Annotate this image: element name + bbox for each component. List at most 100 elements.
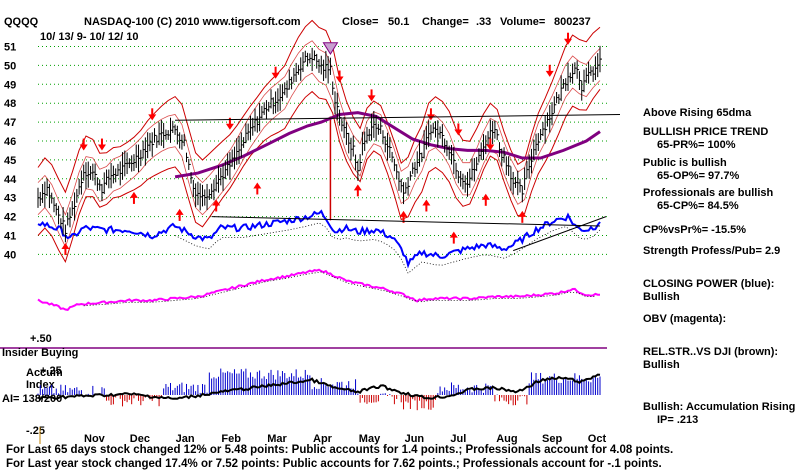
trend-text: BULLISH PRICE TREND xyxy=(643,126,769,138)
gridlines xyxy=(38,46,607,255)
relstr-title: REL.STR..VS DJI (brown): xyxy=(643,346,779,358)
month-label: Nov xyxy=(84,433,106,445)
buy-arrow-head xyxy=(449,231,458,238)
month-label: Dec xyxy=(130,433,150,445)
pros-text: Professionals are bullish xyxy=(643,187,774,199)
cpvspr-text: CP%vsPr%= -15.5% xyxy=(643,224,747,236)
y-tick-label: 41 xyxy=(4,231,16,243)
relstr-path xyxy=(37,373,601,401)
obv-path xyxy=(37,268,600,311)
buy-arrow-head xyxy=(129,191,138,198)
pr-value: 65-PR%= 100% xyxy=(657,139,736,151)
cp-value: 65-CP%= 84.5% xyxy=(657,200,739,212)
sell-arrow-head xyxy=(564,38,573,45)
y-tick-label: 46 xyxy=(4,136,16,148)
y-tick-label: 45 xyxy=(4,155,16,167)
relative-strength-line xyxy=(37,373,601,401)
plus50-label: +.50 xyxy=(30,333,52,345)
month-label: Sep xyxy=(542,433,562,445)
close-value: 50.1 xyxy=(388,16,409,28)
sell-arrow-head xyxy=(148,114,157,121)
closing-power-line xyxy=(37,209,601,274)
price-bars xyxy=(37,45,602,243)
sell-arrow-head xyxy=(454,129,463,136)
y-tick-label: 43 xyxy=(4,193,16,205)
cpvspr-block: CP%vsPr%= -15.5% xyxy=(643,224,746,237)
buy-arrow-head xyxy=(175,208,184,215)
plus25-label: +.25 xyxy=(40,365,62,377)
resistance-line xyxy=(175,114,621,121)
strength-block: Strength Profess/Pub= 2.9 xyxy=(643,245,780,258)
accum-title: Bullish: Accumulation Rising xyxy=(643,401,796,413)
accum-label: Accum xyxy=(26,367,63,379)
relstr-block: REL.STR..VS DJI (brown): Bullish xyxy=(643,346,778,372)
strength-text: Strength Profess/Pub= 2.9 xyxy=(643,245,781,257)
uptrend-line xyxy=(513,216,607,252)
month-label: May xyxy=(359,433,381,445)
support-line xyxy=(211,216,601,227)
insider-buying-label: Insider Buying xyxy=(2,347,78,359)
sell-arrow-head xyxy=(335,76,344,83)
change-label: Change= xyxy=(422,16,469,28)
minus25-label: -.25 xyxy=(26,425,45,437)
trend-block: BULLISH PRICE TREND 65-PR%= 100% xyxy=(643,126,768,152)
footer-line-2: For Last year stock changed 17.4% or 7.5… xyxy=(6,458,662,470)
buy-arrow-head xyxy=(518,210,527,217)
month-label: Jan xyxy=(176,433,195,445)
public-block: Public is bullish 65-OP%= 97.7% xyxy=(643,157,739,183)
y-tick-label: 49 xyxy=(4,79,16,91)
ai-label: AI= 138/200 xyxy=(2,393,62,405)
ma65-path xyxy=(174,111,601,179)
signal-arrows xyxy=(61,32,573,255)
indicator-panel: Above Rising 65dma xyxy=(643,107,751,120)
y-tick-label: 47 xyxy=(4,117,16,129)
sell-arrow-head xyxy=(79,144,88,151)
buy-arrow-head xyxy=(353,184,362,191)
ma65-line xyxy=(174,111,601,179)
volume-label: Volume= xyxy=(500,16,545,28)
month-label: Jun xyxy=(405,433,425,445)
lower-inner-band xyxy=(37,72,601,248)
sell-arrow-head xyxy=(97,144,106,151)
obv-block: OBV (magenta): xyxy=(643,313,726,326)
pros-block: Professionals are bullish 65-CP%= 84.5% xyxy=(643,187,773,213)
closing-power-title: CLOSING POWER (blue): xyxy=(643,278,775,290)
public-text: Public is bullish xyxy=(643,157,727,169)
closing-power-path xyxy=(37,209,601,269)
sell-arrow-head xyxy=(271,72,280,79)
month-label: Jul xyxy=(450,433,466,445)
month-label: Apr xyxy=(313,433,333,445)
change-value: .33 xyxy=(476,16,491,28)
y-tick-label: 44 xyxy=(4,174,17,186)
symbol: QQQQ xyxy=(4,16,39,28)
relstr-value: Bullish xyxy=(643,359,680,371)
sell-arrow-head xyxy=(486,144,495,151)
upper-band xyxy=(37,19,601,194)
y-tick-label: 42 xyxy=(4,212,16,224)
upper-inner-band xyxy=(37,40,601,216)
y-tick-label: 48 xyxy=(4,98,16,110)
volume-value: 800237 xyxy=(554,16,591,28)
ip-value: IP= .213 xyxy=(657,414,699,426)
above-ma: Above Rising 65dma xyxy=(643,107,752,119)
op-value: 65-OP%= 97.7% xyxy=(657,170,740,182)
buy-arrow-head xyxy=(481,193,490,200)
month-label: Oct xyxy=(588,433,607,445)
obv-line xyxy=(37,268,600,311)
sell-arrow-head xyxy=(367,95,376,102)
close-label: Close= xyxy=(342,16,378,28)
buy-arrow-head xyxy=(61,242,70,249)
buy-arrow-head xyxy=(212,199,221,206)
obv-text: OBV (magenta): xyxy=(643,313,727,325)
y-tick-label: 51 xyxy=(4,42,16,54)
buy-arrow-head xyxy=(253,182,262,189)
chart-title: NASDAQ-100 (C) 2010 www.tigersoft.com xyxy=(84,16,301,28)
closing-power-value: Bullish xyxy=(643,291,680,303)
sell-arrow-head xyxy=(545,70,554,77)
sell-arrow-head xyxy=(225,123,234,130)
trading-bands xyxy=(37,19,601,264)
y-axis-labels: 51 50 49 48 47 46 45 44 43 42 41 40 xyxy=(4,42,17,262)
trend-lines xyxy=(175,114,621,252)
index-label: Index xyxy=(26,379,56,391)
month-label: Aug xyxy=(496,433,517,445)
